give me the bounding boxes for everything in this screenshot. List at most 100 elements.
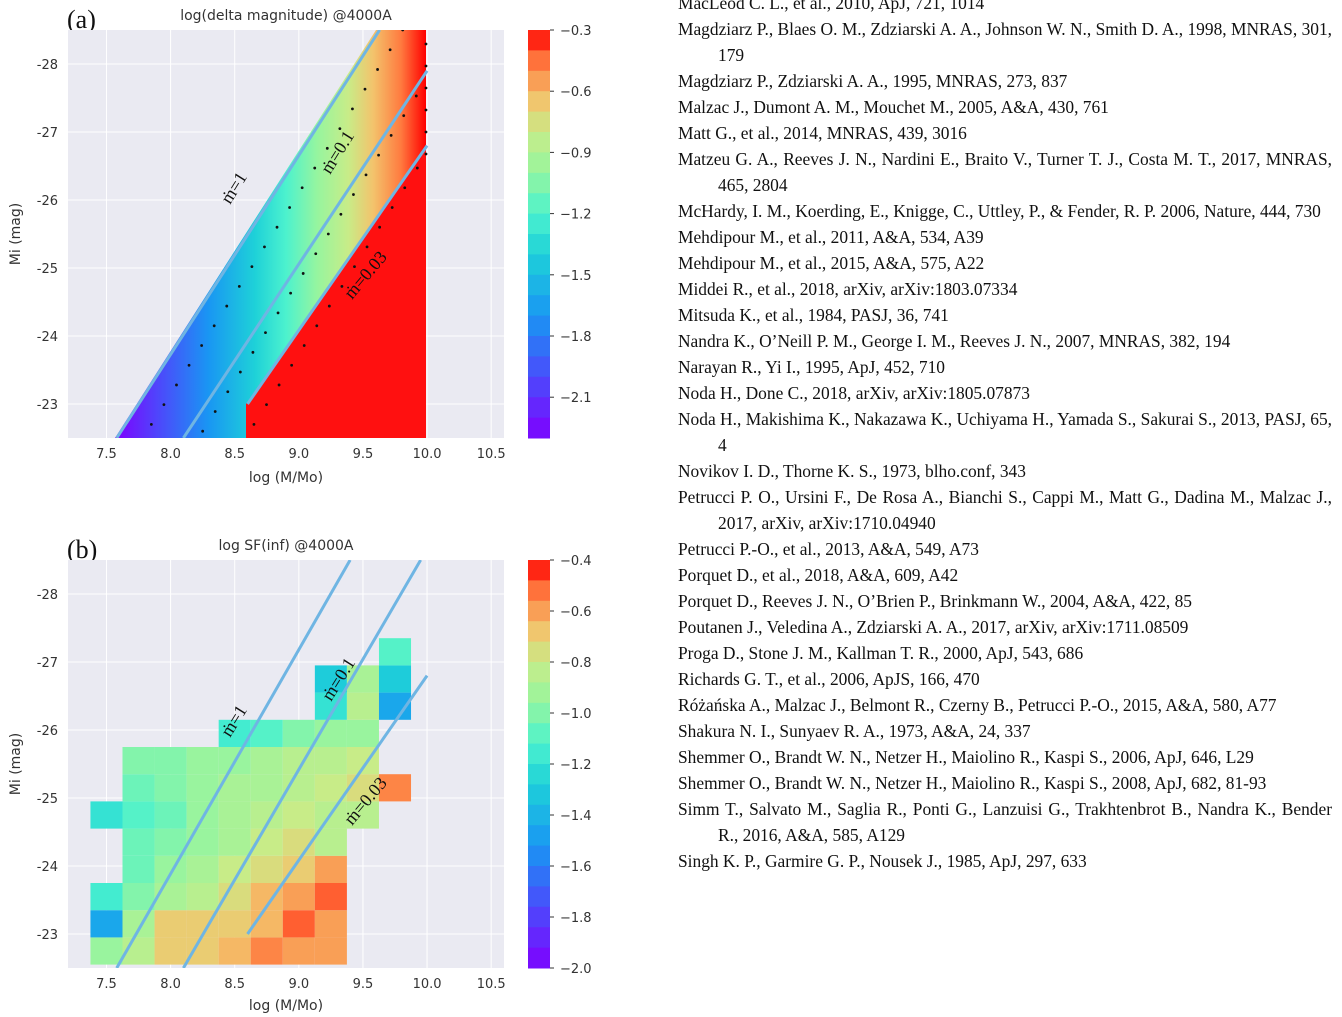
dot-marker (389, 134, 393, 137)
heat-cell (186, 747, 219, 775)
colorbar-tick-label: −1.2 (560, 758, 592, 773)
x-tick-label: 8.5 (224, 977, 245, 992)
heat-cell (186, 937, 219, 965)
dot-marker (402, 114, 406, 118)
reference-entry: Malzac J., Dumont A. M., Mouchet M., 200… (678, 97, 1109, 117)
reference-entry: Petrucci P.-O., et al., 2013, A&A, 549, … (678, 539, 979, 559)
colorbar-segment (528, 702, 550, 724)
dot-marker (213, 410, 217, 413)
heat-cell (218, 828, 251, 856)
colorbar-segment (528, 560, 550, 581)
dot-marker (252, 423, 256, 426)
reference-entry: Petrucci P. O., Ursini F., De Rosa A., B… (678, 487, 1332, 533)
heat-cell (122, 747, 155, 775)
reference-entry: Różańska A., Malzac J., Belmont R., Czer… (678, 695, 1277, 715)
colorbar-segment (528, 600, 550, 622)
panel-b-ylabel: Mi (mag) (8, 733, 24, 795)
heat-cell (154, 801, 187, 829)
dot-marker (175, 383, 178, 387)
heat-cell (186, 855, 219, 883)
heat-cell (154, 828, 187, 856)
x-tick-label: 10.5 (477, 977, 506, 992)
colorbar-segment (528, 743, 550, 765)
colorbar-tick-label: −0.4 (560, 554, 592, 569)
colorbar-segment (528, 621, 550, 643)
y-tick-label: -26 (37, 194, 58, 209)
dot-marker (424, 152, 428, 156)
heat-cell (346, 692, 379, 720)
dot-marker (212, 324, 216, 328)
colorbar-tick-label: −0.3 (560, 24, 592, 39)
reference-entry: Mitsuda K., et al., 1984, PASJ, 36, 741 (678, 305, 949, 325)
dot-marker (363, 87, 367, 91)
colorbar-tick-label: −1.0 (560, 707, 592, 722)
y-tick-label: -26 (37, 724, 58, 739)
heat-cell (346, 774, 379, 802)
reference-entry: Porquet D., Reeves J. N., O’Brien P., Br… (678, 591, 1192, 611)
colorbar-segment (528, 50, 550, 72)
panel-b-mdot-lines (115, 560, 429, 968)
dot-marker (351, 107, 354, 111)
heat-cell (346, 719, 379, 747)
heat-cell (218, 774, 251, 802)
panel-a-label: (a) (67, 5, 96, 34)
panel-a-title: log(delta magnitude) @4000A (180, 8, 392, 24)
y-tick-label: -23 (37, 928, 58, 943)
y-tick-label: -23 (37, 398, 58, 413)
colorbar-segment (528, 315, 550, 337)
heat-cell (250, 774, 283, 802)
colorbar-segment (528, 866, 550, 887)
colorbar-tick-label: −0.9 (560, 146, 592, 161)
heat-cell (122, 910, 155, 938)
colorbar-segment (528, 336, 550, 357)
dot-marker (388, 48, 392, 52)
heat-cell (378, 638, 412, 666)
reference-entry: Matzeu G. A., Reeves J. N., Nardini E., … (678, 149, 1332, 195)
colorbar-tick-label: −1.2 (560, 208, 592, 223)
dot-marker (364, 173, 368, 177)
dot-marker (338, 127, 342, 130)
dot-marker (275, 225, 279, 229)
dot-marker (424, 42, 428, 46)
colorbar-segment (528, 927, 550, 949)
x-tick-label: 8.0 (160, 447, 181, 462)
dot-marker (325, 146, 329, 150)
colorbar-segment (528, 274, 550, 296)
y-tick-label: -27 (37, 126, 58, 141)
dot-marker (327, 304, 331, 308)
reference-entry: MacLeod C. L., et al., 2010, ApJ, 721, 1… (678, 0, 985, 13)
heat-cell (154, 747, 187, 775)
colorbar-tick-label: −1.5 (560, 269, 592, 284)
dot-marker (424, 130, 428, 134)
colorbar-segment (528, 356, 550, 378)
reference-entry: Shakura N. I., Sunyaev R. A., 1973, A&A,… (678, 721, 1031, 741)
panel-b-label: (b) (67, 535, 97, 564)
colorbar-segment (528, 172, 550, 194)
panel-a-tick-labels: 7.5 8.0 8.5 9.0 9.5 10.0 10.5 -28 -27 -26 -25 -24 -2… (37, 58, 506, 462)
heat-cell (154, 910, 187, 938)
heat-cell (314, 883, 347, 911)
colorbar-segment (528, 947, 550, 969)
colorbar-segment (528, 132, 550, 153)
colorbar-segment (528, 91, 550, 113)
x-tick-label: 7.5 (96, 977, 117, 992)
dot-marker (251, 350, 255, 354)
x-tick-label: 10.0 (413, 977, 442, 992)
y-tick-label: -28 (37, 588, 58, 603)
dot-marker (300, 186, 304, 190)
heat-cell (378, 774, 412, 802)
reference-entry: Poutanen J., Veledina A., Zdziarski A. A… (678, 617, 1189, 637)
heat-cell (314, 828, 347, 856)
colorbar-segment (528, 682, 550, 704)
dot-marker (265, 403, 268, 407)
panel-a-colorbar: −0.3 −0.6 −0.9 −1.2 −1.5 −1.8 −2.1 (528, 24, 592, 439)
colorbar-segment (528, 886, 550, 908)
panel-a-dot-markers (149, 30, 428, 433)
colorbar-segment (528, 764, 550, 785)
reference-entry: Richards G. T., et al., 2006, ApJS, 166,… (678, 669, 980, 689)
dot-marker (290, 363, 294, 367)
mdot-line (115, 30, 381, 438)
heat-cell (282, 719, 315, 747)
reference-list: MacLeod C. L., et al., 2010, ApJ, 721, 1… (678, 0, 1332, 874)
colorbar-segment (528, 193, 550, 215)
